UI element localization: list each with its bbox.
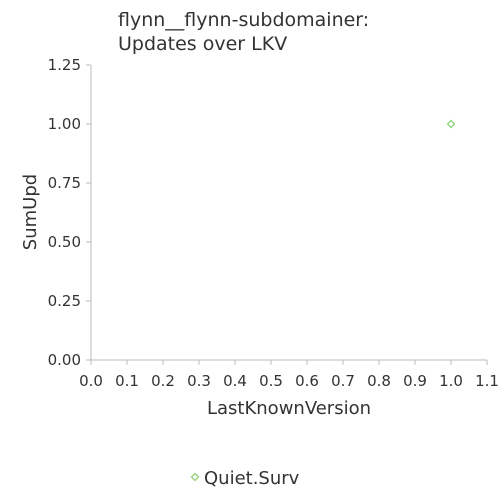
x-tick-label: 0.9 bbox=[403, 372, 427, 390]
chart-title-line-1: flynn__flynn-subdomainer: bbox=[118, 9, 369, 31]
x-tick-label: 0.3 bbox=[187, 372, 211, 390]
x-tick-label: 0.1 bbox=[115, 372, 139, 390]
legend-marker bbox=[190, 472, 200, 482]
y-tick-label: 0.75 bbox=[48, 174, 81, 192]
y-tick-label: 0.25 bbox=[48, 292, 81, 310]
data-point bbox=[446, 119, 456, 129]
x-tick-label: 1.0 bbox=[439, 372, 463, 390]
legend-label: Quiet.Surv bbox=[204, 468, 300, 489]
y-tick-label: 0.50 bbox=[48, 233, 81, 251]
x-tick-label: 0.4 bbox=[223, 372, 247, 390]
legend: Quiet.Surv bbox=[190, 468, 300, 489]
y-tick-label: 1.00 bbox=[48, 115, 81, 133]
y-axis-title: SumUpd bbox=[20, 174, 41, 250]
chart-title: flynn__flynn-subdomainer: Updates over L… bbox=[118, 9, 369, 55]
x-tick-label: 0.5 bbox=[259, 372, 283, 390]
y-axis: 0.00 0.25 0.50 0.75 1.00 1.25 bbox=[48, 56, 92, 369]
x-axis-title: LastKnownVersion bbox=[207, 398, 371, 419]
x-tick-label: 0.2 bbox=[151, 372, 175, 390]
chart-title-line-2: Updates over LKV bbox=[118, 33, 287, 55]
x-tick-label: 0.8 bbox=[367, 372, 391, 390]
plot-layer bbox=[446, 119, 456, 129]
y-tick-label: 1.25 bbox=[48, 56, 81, 74]
x-axis: 0.0 0.1 0.2 0.3 0.4 0.5 0.6 0.7 0.8 0.9 1.0 1.1 bbox=[79, 359, 499, 390]
x-tick-label: 0.0 bbox=[79, 372, 103, 390]
x-tick-label: 0.6 bbox=[295, 372, 319, 390]
x-tick-label: 0.7 bbox=[331, 372, 355, 390]
x-tick-label: 1.1 bbox=[475, 372, 499, 390]
y-tick-label: 0.00 bbox=[48, 351, 81, 369]
